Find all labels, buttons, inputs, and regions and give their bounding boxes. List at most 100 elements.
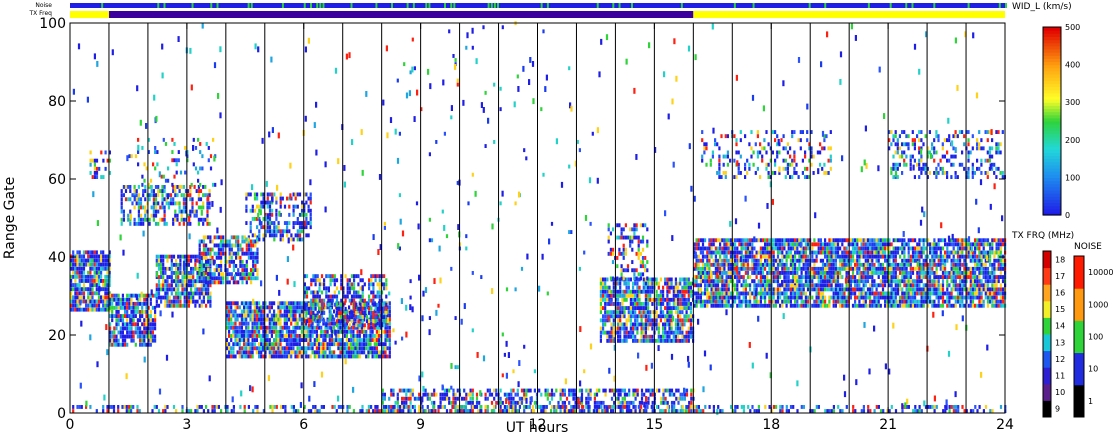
echo-cell	[228, 346, 231, 351]
echo-cell	[130, 338, 133, 343]
echo-cell	[363, 329, 366, 334]
echo-cell	[911, 254, 915, 259]
echo-cell	[199, 182, 202, 187]
echo-cell	[144, 197, 147, 202]
echo-cell	[373, 350, 376, 355]
echo-cell	[817, 271, 820, 275]
echo-cell	[176, 201, 179, 206]
echo-cell	[779, 303, 782, 308]
echo-cell	[225, 321, 228, 326]
echo-cell	[178, 189, 181, 193]
echo-cell	[877, 303, 880, 308]
echo-cell	[169, 193, 173, 198]
echo-cell	[372, 282, 375, 287]
echo-cell	[266, 329, 269, 334]
echo-cell	[305, 212, 308, 217]
echo-cell	[365, 346, 368, 351]
echo-cell	[292, 204, 295, 209]
echo-cell	[288, 350, 291, 355]
echo-cell	[881, 246, 885, 251]
echo-cell	[636, 318, 639, 323]
echo-cell	[171, 158, 174, 163]
echo-cell	[881, 287, 885, 292]
echo-cell	[87, 299, 90, 304]
echo-cell	[149, 318, 152, 323]
echo-cell	[636, 330, 639, 335]
echo-cell	[316, 294, 319, 299]
echo-cell	[629, 243, 632, 248]
echo-cell	[796, 283, 799, 288]
echo-cell	[266, 313, 269, 318]
echo-cell	[130, 293, 133, 298]
echo-cell	[346, 315, 349, 319]
echo-cell	[804, 279, 807, 284]
echo-cell	[697, 275, 700, 279]
echo-cell	[622, 276, 625, 281]
echo-cell	[307, 329, 310, 334]
echo-cell	[843, 303, 846, 308]
echo-cell	[93, 254, 96, 259]
echo-cell	[115, 326, 118, 331]
echo-cell	[277, 338, 280, 342]
echo-cell	[785, 303, 788, 308]
echo-cell	[215, 235, 218, 240]
echo-cell	[97, 262, 101, 267]
echo-cell	[609, 251, 612, 256]
echo-cell	[236, 338, 239, 342]
echo-cell	[179, 303, 182, 308]
echo-cell	[262, 354, 265, 359]
echo-cell	[716, 258, 720, 263]
echo-cell	[606, 330, 609, 335]
echo-cell	[292, 221, 295, 225]
echo-cell	[72, 287, 75, 292]
echo-cell	[256, 237, 259, 242]
echo-cell	[258, 217, 261, 221]
echo-cell	[869, 246, 872, 251]
echo-cell	[285, 342, 288, 347]
echo-cell	[651, 302, 654, 306]
echo-cell	[804, 271, 807, 275]
echo-cell	[176, 193, 179, 198]
echo-cell	[697, 254, 700, 259]
echo-cell	[361, 315, 364, 319]
echo-cell	[245, 280, 248, 285]
echo-cell	[145, 314, 148, 318]
echo-cell	[836, 275, 840, 279]
echo-cell	[279, 237, 282, 242]
echo-cell	[666, 285, 669, 290]
echo-cell	[327, 319, 330, 324]
echo-cell	[82, 287, 86, 292]
echo-cell	[78, 279, 81, 283]
echo-cell	[677, 297, 680, 302]
echo-cell	[695, 238, 698, 243]
echo-cell	[772, 246, 775, 251]
echo-cell	[834, 258, 837, 263]
echo-cell	[175, 262, 178, 267]
echo-cell	[303, 306, 306, 311]
echo-cell	[621, 302, 624, 306]
echo-cell	[260, 309, 263, 314]
echo-cell	[641, 239, 645, 244]
echo-cell	[871, 254, 874, 259]
echo-cell	[791, 271, 795, 275]
echo-cell	[318, 325, 321, 330]
echo-cell	[839, 254, 842, 259]
echo-cell	[821, 295, 825, 300]
echo-cell	[234, 313, 237, 318]
echo-cell	[157, 193, 160, 198]
echo-cell	[155, 287, 158, 292]
echo-cell	[894, 250, 897, 255]
echo-cell	[290, 342, 293, 347]
echo-cell	[644, 318, 647, 323]
echo-cell	[320, 302, 324, 307]
echo-cell	[294, 204, 297, 209]
echo-cell	[674, 281, 677, 286]
echo-cell	[668, 318, 671, 323]
echo-cell	[884, 275, 887, 279]
echo-cell	[273, 329, 276, 334]
echo-cell	[234, 334, 237, 338]
echo-cell	[298, 346, 301, 351]
echo-cell	[283, 229, 287, 234]
echo-cell	[599, 326, 602, 331]
echo-cell	[163, 189, 166, 193]
